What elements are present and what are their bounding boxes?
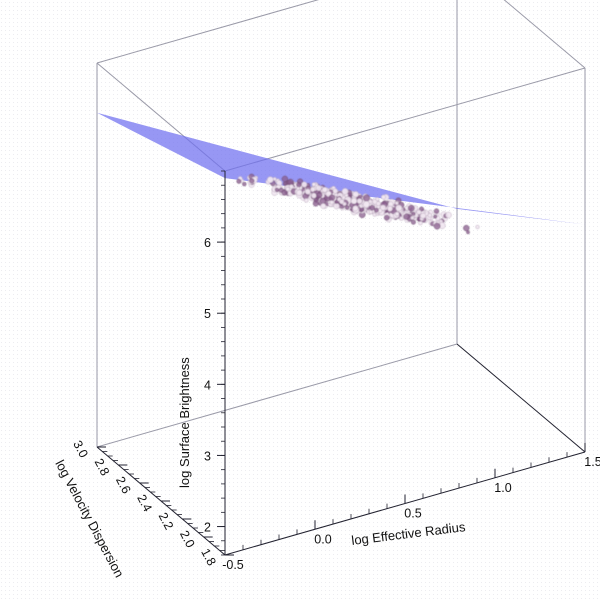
tick-label: 1.5 [584, 455, 600, 469]
data-point [383, 214, 390, 221]
data-point [296, 186, 300, 191]
data-point [316, 192, 323, 199]
data-point [399, 216, 404, 221]
tick-label: 0.0 [314, 532, 331, 546]
data-point [407, 204, 415, 212]
data-point [320, 203, 327, 209]
tick-label: 0.5 [404, 507, 421, 521]
z-axis: 2 3 4 5 6 [204, 170, 225, 556]
data-point [311, 192, 317, 199]
tick-label: 4 [204, 378, 211, 392]
data-point [289, 184, 294, 189]
data-point [333, 202, 340, 210]
data-point [418, 220, 423, 226]
data-point [350, 197, 358, 205]
data-point [296, 189, 303, 196]
data-point [319, 197, 327, 204]
data-point [274, 187, 279, 192]
box-edge [456, 343, 586, 453]
data-point [375, 197, 380, 202]
data-point [334, 199, 339, 204]
data-point [341, 188, 349, 195]
data-point [362, 200, 370, 208]
data-point [369, 204, 375, 211]
data-point [321, 186, 328, 193]
data-point [363, 194, 370, 202]
data-point [395, 204, 403, 212]
data-point [394, 211, 400, 217]
data-point [311, 182, 316, 187]
box-edge [96, 0, 320, 64]
data-point [282, 181, 288, 186]
data-point [416, 209, 422, 215]
bounding-box-back [96, 0, 586, 452]
data-point [315, 185, 322, 192]
data-point [328, 194, 336, 201]
data-point [329, 200, 334, 205]
data-point [296, 182, 302, 188]
data-point [304, 188, 311, 195]
data-point [411, 211, 416, 216]
data-point [356, 198, 363, 204]
tick-label: 3 [204, 449, 211, 463]
data-point [276, 180, 283, 186]
data-point [310, 186, 316, 192]
data-point [301, 181, 308, 188]
box-edge [96, 343, 458, 448]
data-point [352, 205, 359, 212]
data-point [420, 212, 427, 219]
data-point [285, 186, 290, 192]
data-point [345, 205, 350, 210]
data-point [403, 213, 410, 220]
tick-label: 5 [204, 307, 211, 321]
data-point [249, 178, 255, 184]
data-point [375, 201, 381, 207]
data-point [312, 200, 319, 207]
tick-label: -0.5 [222, 558, 244, 572]
data-point [433, 214, 438, 219]
data-point [368, 210, 373, 215]
data-point [445, 211, 452, 219]
scatter-points [236, 173, 480, 235]
data-point [304, 198, 309, 203]
data-point [266, 176, 274, 184]
data-point [475, 224, 480, 230]
data-point [380, 204, 387, 211]
data-point [387, 205, 393, 212]
data-point [287, 178, 294, 186]
data-point [394, 201, 399, 206]
data-point [410, 219, 416, 225]
data-point [463, 224, 470, 232]
data-point [236, 178, 242, 184]
tick-label: 6 [204, 236, 211, 250]
data-point [339, 199, 345, 205]
data-point [242, 181, 247, 187]
data-point [278, 187, 284, 193]
data-point [359, 207, 365, 212]
data-point [433, 208, 440, 214]
box-edge [224, 67, 586, 172]
box-edge [503, 0, 586, 69]
data-point [352, 191, 359, 198]
tick-label: 1.0 [494, 481, 511, 495]
data-point [374, 207, 379, 213]
data-point [380, 194, 386, 200]
data-point [332, 188, 338, 194]
data-point [410, 215, 415, 220]
tick-label: 2 [204, 521, 211, 535]
z-axis-title: log Surface Brightness [177, 357, 192, 488]
data-point [433, 222, 441, 230]
data-point [281, 175, 289, 183]
x-axis: -0.5 0.0 0.5 1.0 1.5 [222, 443, 600, 572]
